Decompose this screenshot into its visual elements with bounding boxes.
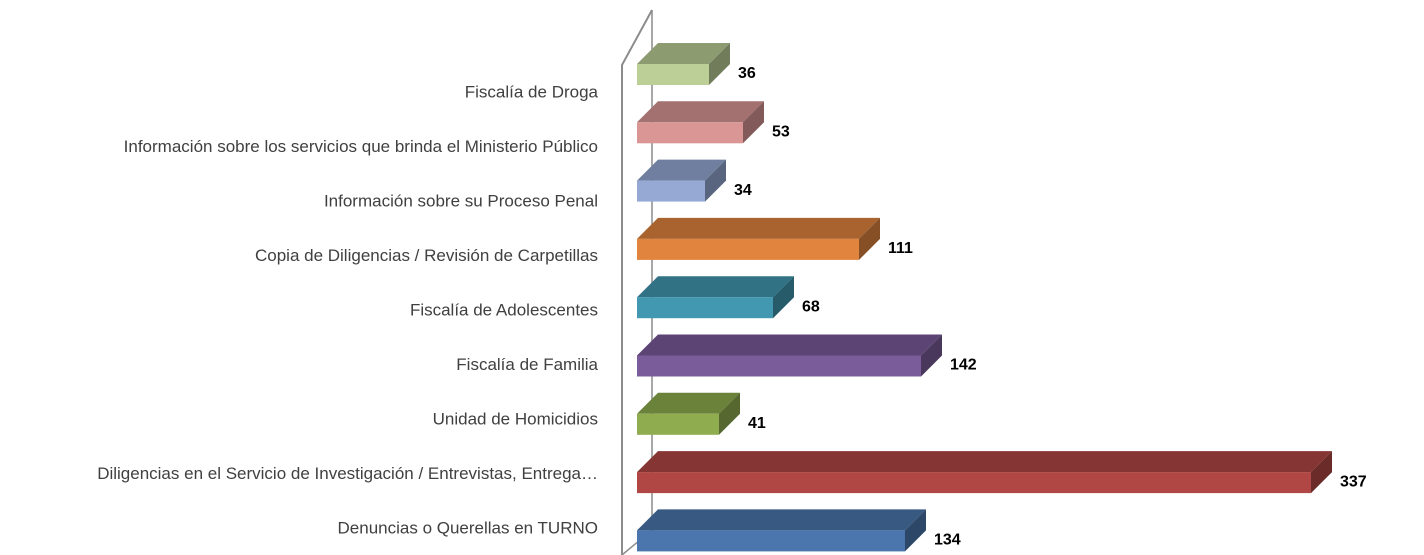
value-label: 41 bbox=[748, 415, 766, 432]
bar bbox=[637, 530, 905, 552]
bar-side bbox=[719, 392, 740, 435]
bar-top bbox=[637, 276, 794, 298]
back-wall bbox=[621, 9, 653, 555]
category-label: Fiscalía de Familia bbox=[456, 355, 598, 374]
bar-side bbox=[1311, 451, 1332, 494]
bar-top bbox=[637, 451, 1332, 473]
bar bbox=[637, 64, 709, 85]
bar-side bbox=[859, 217, 880, 260]
bar bbox=[637, 297, 773, 319]
value-label: 53 bbox=[772, 124, 790, 141]
category-label: Fiscalía de Adolescentes bbox=[410, 300, 598, 319]
bar bbox=[637, 355, 921, 377]
value-label: 134 bbox=[934, 532, 961, 549]
category-label: Denuncias o Querellas en TURNO bbox=[338, 518, 598, 537]
bar bbox=[637, 180, 705, 202]
bar-top bbox=[637, 392, 740, 414]
value-label: 111 bbox=[888, 240, 913, 257]
bar-side bbox=[905, 509, 926, 552]
category-label: Información sobre los servicios que brin… bbox=[124, 137, 598, 156]
bar bbox=[637, 472, 1311, 494]
bar-side bbox=[773, 276, 794, 319]
value-label: 34 bbox=[734, 182, 752, 199]
bar-top bbox=[637, 334, 942, 356]
value-label: 36 bbox=[738, 65, 756, 82]
bar-top bbox=[637, 217, 880, 239]
bar-side bbox=[743, 101, 764, 144]
value-label: 337 bbox=[1340, 473, 1367, 490]
category-label: Unidad de Homicidios bbox=[433, 409, 598, 428]
category-label: Copia de Diligencias / Revisión de Carpe… bbox=[255, 246, 598, 265]
value-label: 68 bbox=[802, 298, 820, 315]
bar-top bbox=[637, 101, 764, 123]
category-label: Diligencias en el Servicio de Investigac… bbox=[97, 464, 598, 483]
bar bbox=[637, 238, 859, 260]
bar-side bbox=[709, 43, 730, 85]
bar-side bbox=[921, 334, 942, 377]
bar bbox=[637, 413, 719, 435]
bar-top bbox=[637, 509, 926, 531]
value-label: 142 bbox=[950, 357, 977, 374]
bar-top bbox=[637, 43, 730, 64]
bar bbox=[637, 122, 743, 144]
bar-top bbox=[637, 159, 726, 181]
category-label: Información sobre su Proceso Penal bbox=[324, 191, 598, 210]
bar-side bbox=[705, 159, 726, 202]
category-label: Fiscalía de Droga bbox=[465, 82, 599, 101]
